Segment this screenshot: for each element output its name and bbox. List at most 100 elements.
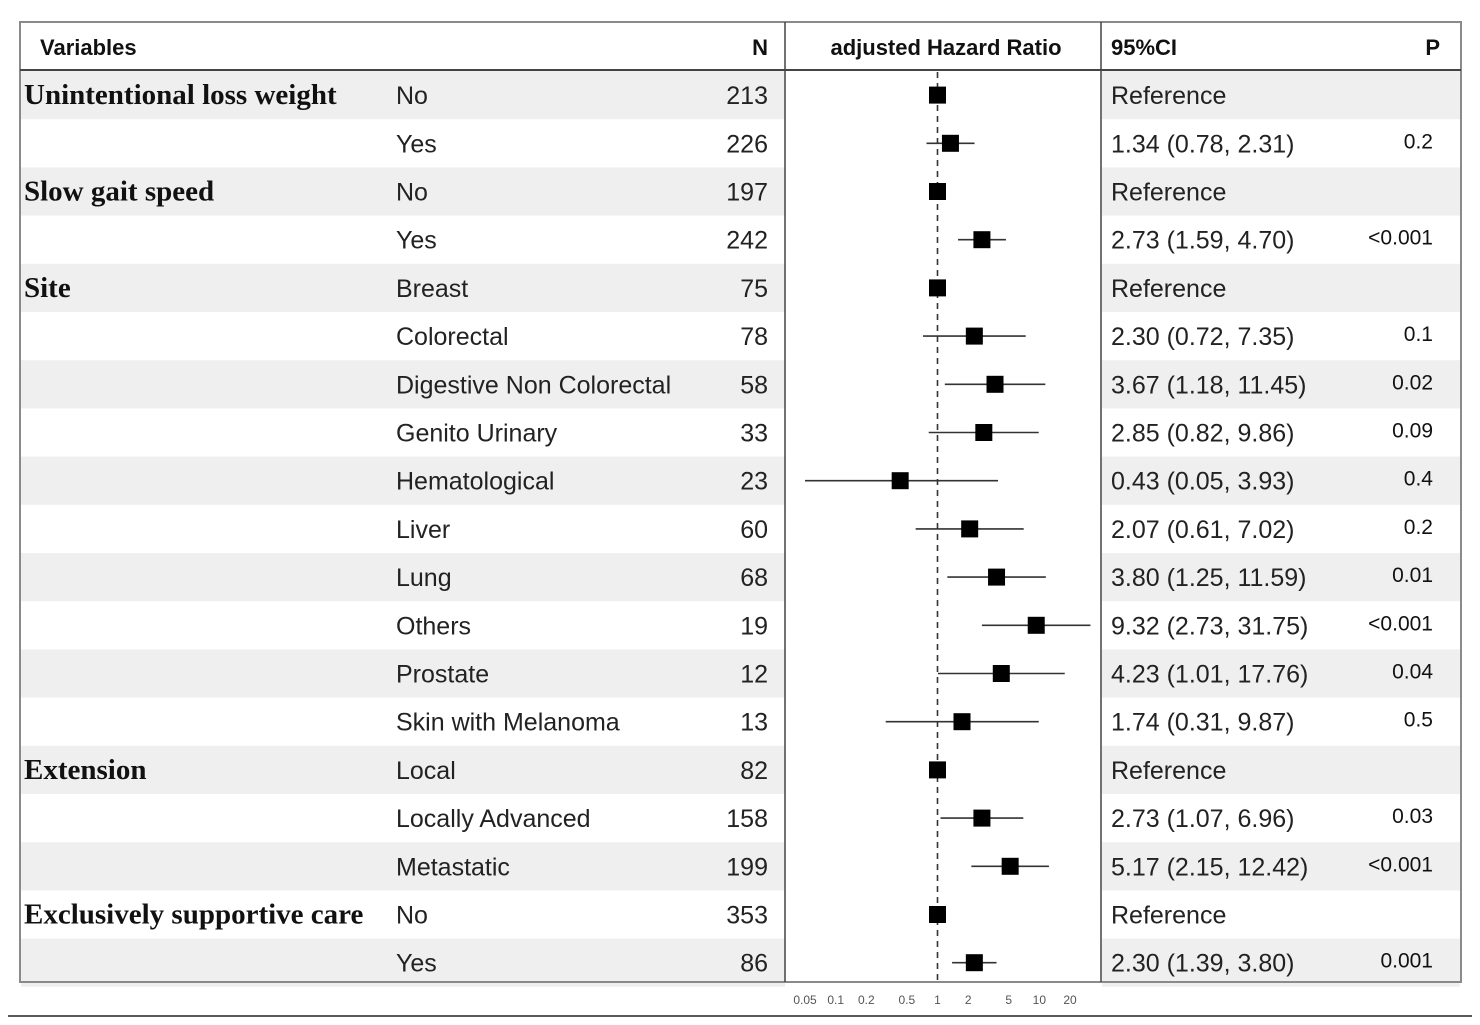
level-label: Breast <box>396 275 468 303</box>
n-value: 82 <box>740 757 768 785</box>
hazard-ratio-point <box>941 134 959 152</box>
hazard-ratio-point <box>953 713 971 731</box>
n-value: 33 <box>740 420 768 448</box>
ci-value: 3.80 (1.25, 11.59) <box>1111 564 1307 592</box>
table-frame <box>19 21 1462 983</box>
x-tick-label: 2 <box>965 993 972 1007</box>
x-tick-label: 0.1 <box>827 993 844 1007</box>
level-label: Others <box>396 612 471 640</box>
hazard-ratio-point <box>973 231 991 249</box>
ci-value: 1.34 (0.78, 2.31) <box>1111 130 1294 158</box>
p-value: 0.09 <box>1392 420 1433 443</box>
level-label: Metastatic <box>396 853 510 881</box>
n-value: 197 <box>726 179 768 207</box>
x-tick-label: 20 <box>1063 993 1077 1007</box>
row-stripe <box>21 649 785 698</box>
row-stripe <box>21 360 785 409</box>
level-label: Genito Urinary <box>396 420 558 448</box>
level-label: No <box>396 902 428 930</box>
p-value: 0.5 <box>1404 709 1433 732</box>
n-value: 58 <box>740 371 768 399</box>
ci-value: 2.30 (1.39, 3.80) <box>1111 950 1294 978</box>
p-value: <0.001 <box>1368 227 1433 250</box>
row-stripe <box>1102 842 1460 891</box>
row-stripe <box>1102 360 1460 409</box>
hazard-ratio-point <box>929 86 946 104</box>
header-variables: Variables <box>40 35 137 60</box>
hazard-ratio-point <box>929 761 946 779</box>
row-stripe <box>1102 553 1460 602</box>
row-stripe <box>21 842 785 891</box>
row-stripe <box>1102 263 1460 312</box>
ci-value: 0.43 (0.05, 3.93) <box>1111 468 1294 496</box>
level-label: Hematological <box>396 468 554 496</box>
hazard-ratio-point <box>988 568 1006 586</box>
row-stripe <box>21 938 785 987</box>
hazard-ratio-point <box>929 906 946 923</box>
row-stripes <box>21 71 1460 987</box>
group-label: Site <box>24 272 71 304</box>
n-value: 242 <box>726 227 768 255</box>
p-value: 0.001 <box>1380 950 1433 973</box>
group-label: Exclusively supportive care <box>24 899 364 931</box>
ci-value: 2.85 (0.82, 9.86) <box>1111 420 1294 448</box>
p-value: <0.001 <box>1368 612 1433 635</box>
level-label: Skin with Melanoma <box>396 709 620 737</box>
hazard-ratio-point <box>891 472 909 490</box>
level-label: Lung <box>396 564 452 592</box>
p-value: 0.01 <box>1392 564 1433 587</box>
hazard-ratio-point <box>973 809 991 827</box>
row-stripe <box>21 456 785 505</box>
level-label: Digestive Non Colorectal <box>396 371 671 399</box>
n-value: 86 <box>740 950 768 978</box>
group-label: Slow gait speed <box>24 176 214 208</box>
p-value: 0.03 <box>1392 805 1433 828</box>
p-value: 0.04 <box>1392 661 1433 684</box>
n-value: 13 <box>740 709 768 737</box>
hazard-ratio-point <box>1001 857 1019 875</box>
row-stripe <box>1102 938 1460 987</box>
hazard-ratio-point <box>961 520 979 538</box>
level-label: Yes <box>396 130 437 158</box>
ci-value: Reference <box>1111 179 1226 207</box>
n-value: 12 <box>740 661 768 689</box>
table-rows: Unintentional loss weight No 213 Reference Y… <box>24 79 1433 978</box>
hazard-ratio-point <box>965 954 983 972</box>
row-stripe <box>21 553 785 602</box>
group-label: Unintentional loss weight <box>24 79 337 111</box>
header-n: N <box>752 35 768 60</box>
n-value: 213 <box>726 82 768 110</box>
n-value: 158 <box>726 805 768 833</box>
ci-value: Reference <box>1111 902 1226 930</box>
x-tick-label: 0.2 <box>858 993 875 1007</box>
x-tick-label: 0.5 <box>898 993 915 1007</box>
x-axis-ticks: 0.05 0.1 0.2 0.5 1 2 5 10 20 <box>793 993 1077 1007</box>
x-tick-label: 10 <box>1033 993 1047 1007</box>
row-stripe <box>21 71 785 120</box>
hazard-ratio-point <box>986 375 1004 393</box>
ci-value: 5.17 (2.15, 12.42) <box>1111 853 1308 881</box>
ci-value: 2.73 (1.59, 4.70) <box>1111 227 1294 255</box>
p-value: 0.2 <box>1404 516 1433 539</box>
p-value: 0.1 <box>1404 323 1433 346</box>
ci-value: 1.74 (0.31, 9.87) <box>1111 709 1294 737</box>
level-label: Yes <box>396 227 437 255</box>
n-value: 78 <box>740 323 768 351</box>
hazard-ratio-point <box>929 279 946 297</box>
group-label: Extension <box>24 754 146 786</box>
row-stripe <box>21 745 785 794</box>
row-stripe <box>1102 167 1460 216</box>
n-value: 353 <box>726 902 768 930</box>
row-stripe <box>1102 456 1460 505</box>
n-value: 226 <box>726 130 768 158</box>
n-value: 75 <box>740 275 768 303</box>
ci-value: 4.23 (1.01, 17.76) <box>1111 661 1308 689</box>
row-stripe <box>21 263 785 312</box>
level-label: Liver <box>396 516 450 544</box>
p-value: <0.001 <box>1368 853 1433 876</box>
row-stripe <box>1102 649 1460 698</box>
header-ci: 95%CI <box>1111 35 1177 60</box>
n-value: 199 <box>726 853 768 881</box>
ci-value: 2.73 (1.07, 6.96) <box>1111 805 1294 833</box>
